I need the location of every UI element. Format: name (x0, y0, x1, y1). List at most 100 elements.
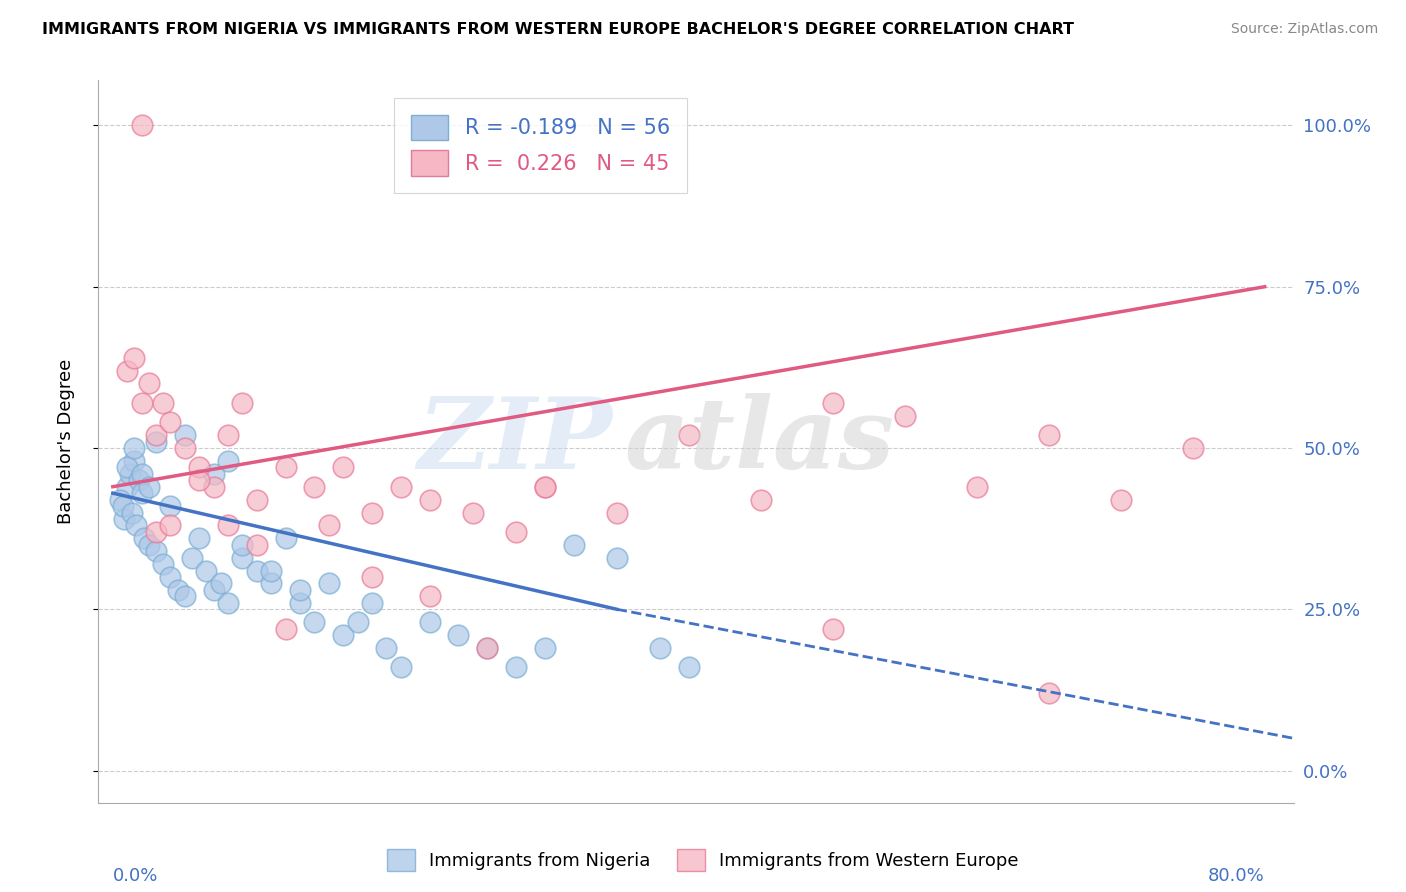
Point (134, 531, 156, 545)
Point (115, 460, 138, 475)
Point (188, 531, 211, 545)
Point (274, 531, 297, 545)
Point (288, 596, 311, 610)
Point (195, 564, 218, 578)
Point (217, 518, 239, 533)
Point (1038, 686, 1060, 700)
Point (304, 480, 326, 494)
Point (166, 582, 188, 597)
Point (231, 396, 253, 410)
Point (260, 576, 283, 591)
Point (1038, 428, 1060, 442)
Text: IMMIGRANTS FROM NIGERIA VS IMMIGRANTS FROM WESTERN EUROPE BACHELOR'S DEGREE CORR: IMMIGRANTS FROM NIGERIA VS IMMIGRANTS FR… (42, 22, 1074, 37)
Point (202, 480, 225, 494)
Point (505, 524, 527, 539)
Legend: R = -0.189   N = 56, R =  0.226   N = 45: R = -0.189 N = 56, R = 0.226 N = 45 (394, 98, 688, 193)
Text: Source: ZipAtlas.com: Source: ZipAtlas.com (1230, 22, 1378, 37)
Point (181, 550, 204, 565)
Point (209, 576, 232, 591)
Point (966, 480, 988, 494)
Point (246, 492, 269, 507)
Point (477, 640, 499, 655)
Point (115, 363, 138, 377)
Point (606, 506, 628, 520)
Point (138, 480, 160, 494)
Point (648, 640, 671, 655)
Point (1109, 492, 1132, 507)
Point (231, 550, 253, 565)
Point (361, 596, 384, 610)
Point (274, 622, 297, 636)
Point (461, 506, 484, 520)
Point (389, 480, 412, 494)
Point (115, 480, 138, 494)
Point (562, 538, 585, 552)
Point (419, 615, 441, 630)
Point (217, 454, 239, 468)
Y-axis label: Bachelor's Degree: Bachelor's Degree (56, 359, 75, 524)
Point (389, 660, 412, 674)
Point (533, 640, 555, 655)
Point (159, 499, 181, 513)
Point (246, 564, 269, 578)
Point (138, 538, 160, 552)
Point (505, 660, 527, 674)
Point (202, 582, 225, 597)
Point (419, 492, 441, 507)
Point (124, 441, 146, 455)
Point (124, 454, 146, 468)
Point (188, 473, 211, 487)
Point (318, 576, 340, 591)
Text: ZIP: ZIP (418, 393, 613, 490)
Point (419, 590, 441, 604)
Text: 80.0%: 80.0% (1208, 867, 1265, 886)
Point (159, 570, 181, 584)
Point (749, 492, 772, 507)
Point (131, 396, 153, 410)
Point (678, 428, 700, 442)
Point (318, 518, 340, 533)
Point (678, 660, 700, 674)
Point (217, 596, 239, 610)
Point (821, 622, 844, 636)
Point (346, 615, 368, 630)
Point (173, 428, 195, 442)
Point (145, 434, 167, 449)
Point (131, 119, 153, 133)
Point (217, 428, 239, 442)
Point (361, 506, 384, 520)
Point (128, 473, 150, 487)
Point (447, 628, 470, 642)
Point (138, 376, 160, 391)
Point (145, 544, 167, 558)
Point (125, 518, 148, 533)
Point (145, 428, 167, 442)
Point (375, 640, 398, 655)
Point (533, 480, 555, 494)
Point (159, 518, 181, 533)
Point (821, 396, 844, 410)
Point (152, 396, 174, 410)
Point (124, 351, 146, 365)
Point (231, 538, 253, 552)
Legend: Immigrants from Nigeria, Immigrants from Western Europe: Immigrants from Nigeria, Immigrants from… (380, 842, 1026, 879)
Point (131, 467, 153, 481)
Point (260, 564, 283, 578)
Point (332, 628, 354, 642)
Point (120, 467, 142, 481)
Point (893, 409, 915, 423)
Point (159, 415, 181, 429)
Point (246, 538, 269, 552)
Point (606, 550, 628, 565)
Point (131, 486, 153, 500)
Point (332, 460, 354, 475)
Point (108, 492, 131, 507)
Point (274, 460, 297, 475)
Point (188, 460, 211, 475)
Point (173, 441, 195, 455)
Point (152, 557, 174, 571)
Point (288, 582, 311, 597)
Point (533, 480, 555, 494)
Point (145, 524, 167, 539)
Point (202, 467, 225, 481)
